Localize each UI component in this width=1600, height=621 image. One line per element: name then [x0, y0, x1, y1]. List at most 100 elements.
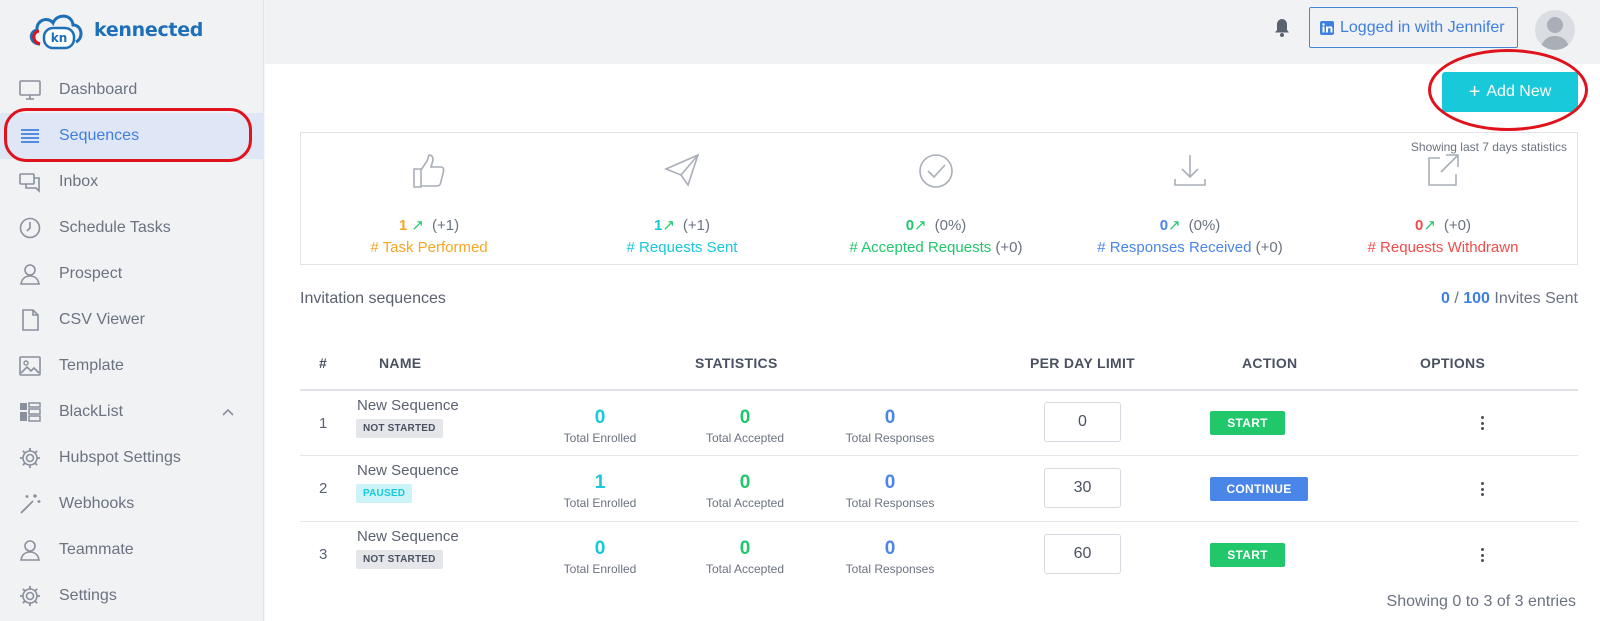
sidebar-item-label: Inbox — [59, 173, 99, 190]
table-entries-info: Showing 0 to 3 of 3 entries — [1386, 593, 1576, 610]
stat-accepted-requests: 0↗ (0%) # Accepted Requests (+0) — [808, 133, 1064, 266]
sequence-name[interactable]: New Sequence — [357, 462, 459, 479]
sidebar: kn kennected Dashboard Sequences Inbox S… — [0, 0, 264, 621]
sidebar-item-label: Hubspot Settings — [59, 449, 181, 466]
stat-total-responses: 0 Total Responses — [845, 472, 935, 510]
user-icon — [20, 540, 40, 561]
sidebar-item-label: Teammate — [59, 541, 134, 558]
column-header-per-day-limit[interactable]: PER DAY LIMIT — [1030, 355, 1136, 371]
clock-icon — [19, 217, 41, 239]
continue-button[interactable]: CONTINUE — [1210, 477, 1308, 501]
sidebar-item-label: Settings — [59, 587, 117, 604]
sidebar-item-csv-viewer[interactable]: CSV Viewer — [0, 297, 264, 343]
blocks-icon — [20, 402, 41, 422]
column-header-number[interactable]: # — [319, 355, 328, 371]
sidebar-item-sequences[interactable]: Sequences — [0, 113, 264, 159]
options-kebab-icon[interactable] — [1478, 413, 1486, 433]
stat-total-enrolled: 1 Total Enrolled — [563, 472, 637, 510]
stat-caption: # Accepted Requests (+0) — [849, 239, 1023, 256]
stat-total-accepted: 0 Total Accepted — [705, 472, 785, 510]
stat-total-accepted: 0 Total Accepted — [705, 407, 785, 445]
stats-note: Showing last 7 days statistics — [1410, 140, 1567, 154]
monitor-icon — [19, 80, 41, 100]
image-icon — [19, 356, 41, 376]
linkedin-login-button[interactable]: Logged in with Jennifer — [1309, 7, 1518, 48]
gear-icon — [20, 586, 40, 606]
brand-logo[interactable]: kn kennected — [26, 8, 203, 52]
row-number: 3 — [319, 546, 328, 563]
sidebar-item-label: Webhooks — [59, 495, 135, 512]
cloud-logo-icon: kn — [29, 14, 83, 50]
table-header-divider — [300, 389, 1578, 391]
sidebar-item-template[interactable]: Template — [0, 343, 264, 389]
download-icon — [1174, 155, 1206, 186]
stat-requests-withdrawn: 0↗ (+0) # Requests Withdrawn — [1315, 133, 1571, 266]
stat-responses-received: 0↗ (0%) # Responses Received (+0) — [1062, 133, 1318, 266]
avatar[interactable] — [1535, 10, 1575, 50]
stat-values: 1 ↗ (+1) — [398, 217, 460, 234]
sidebar-item-dashboard[interactable]: Dashboard — [0, 67, 264, 113]
add-new-label: Add New — [1486, 83, 1552, 100]
stat-values: 0↗ (0%) — [905, 217, 967, 234]
start-button[interactable]: START — [1210, 411, 1285, 435]
per-day-limit-input[interactable]: 0 — [1044, 402, 1121, 442]
sequence-name[interactable]: New Sequence — [357, 528, 459, 545]
sidebar-item-label: Prospect — [59, 265, 123, 282]
sidebar-item-inbox[interactable]: Inbox — [0, 159, 264, 205]
sidebar-item-prospect[interactable]: Prospect — [0, 251, 264, 297]
magic-wand-icon — [20, 494, 41, 514]
sidebar-item-hubspot-settings[interactable]: Hubspot Settings — [0, 435, 264, 481]
sidebar-item-settings[interactable]: Settings — [0, 573, 264, 619]
svg-text:kn: kn — [51, 31, 68, 45]
brand-name: kennected — [94, 19, 204, 41]
stat-total-accepted: 0 Total Accepted — [705, 538, 785, 576]
stat-total-responses: 0 Total Responses — [845, 538, 935, 576]
stat-total-enrolled: 0 Total Enrolled — [563, 538, 637, 576]
stats-panel: Showing last 7 days statistics 1 ↗ (+1) #… — [300, 132, 1578, 265]
sidebar-item-teammate[interactable]: Teammate — [0, 527, 264, 573]
file-icon — [22, 309, 39, 331]
sidebar-item-schedule-tasks[interactable]: Schedule Tasks — [0, 205, 264, 251]
stat-total-enrolled: 0 Total Enrolled — [563, 407, 637, 445]
sidebar-item-label: Template — [59, 357, 124, 374]
stat-total-responses: 0 Total Responses — [845, 407, 935, 445]
row-number: 2 — [319, 480, 328, 497]
row-divider — [300, 455, 1578, 456]
stat-values: 1↗ (+1) — [653, 217, 710, 234]
login-label: Logged in with Jennifer — [1340, 18, 1505, 36]
stat-caption: # Responses Received (+0) — [1097, 239, 1283, 256]
row-number: 1 — [319, 415, 328, 432]
start-button[interactable]: START — [1210, 543, 1285, 567]
sidebar-item-label: Sequences — [59, 127, 140, 144]
stat-task-performed: 1 ↗ (+1) # Task Performed — [301, 133, 557, 266]
stat-requests-sent: 1↗ (+1) # Requests Sent — [554, 133, 810, 266]
column-header-name[interactable]: NAME — [379, 355, 422, 371]
chevron-up-icon[interactable] — [222, 408, 234, 416]
gear-icon — [20, 448, 40, 468]
avatar-icon — [1540, 17, 1570, 50]
external-link-icon — [1428, 154, 1459, 186]
options-kebab-icon[interactable] — [1478, 545, 1486, 565]
sidebar-item-webhooks[interactable]: Webhooks — [0, 481, 264, 527]
row-divider — [300, 521, 1578, 522]
sidebar-item-label: Dashboard — [59, 81, 138, 98]
stat-values: 0↗ (+0) — [1414, 217, 1471, 234]
check-circle-icon — [919, 154, 953, 188]
column-header-action[interactable]: ACTION — [1242, 355, 1298, 371]
sidebar-item-label: BlackList — [59, 403, 124, 420]
column-header-options[interactable]: OPTIONS — [1420, 355, 1486, 371]
add-new-button[interactable]: + Add New — [1442, 72, 1578, 112]
sidebar-item-blacklist[interactable]: BlackList — [0, 389, 264, 435]
bell-icon[interactable] — [1274, 18, 1290, 38]
sidebar-item-label: CSV Viewer — [59, 311, 145, 328]
column-header-statistics[interactable]: STATISTICS — [695, 355, 778, 371]
per-day-limit-input[interactable]: 60 — [1044, 534, 1121, 574]
sidebar-item-label: Schedule Tasks — [59, 219, 171, 236]
list-icon — [21, 129, 39, 143]
status-badge: PAUSED — [356, 484, 413, 503]
sequence-name[interactable]: New Sequence — [357, 397, 459, 414]
linkedin-icon — [1320, 20, 1334, 35]
per-day-limit-input[interactable]: 30 — [1044, 468, 1121, 508]
stat-caption: # Requests Withdrawn — [1367, 239, 1519, 256]
options-kebab-icon[interactable] — [1478, 479, 1486, 499]
